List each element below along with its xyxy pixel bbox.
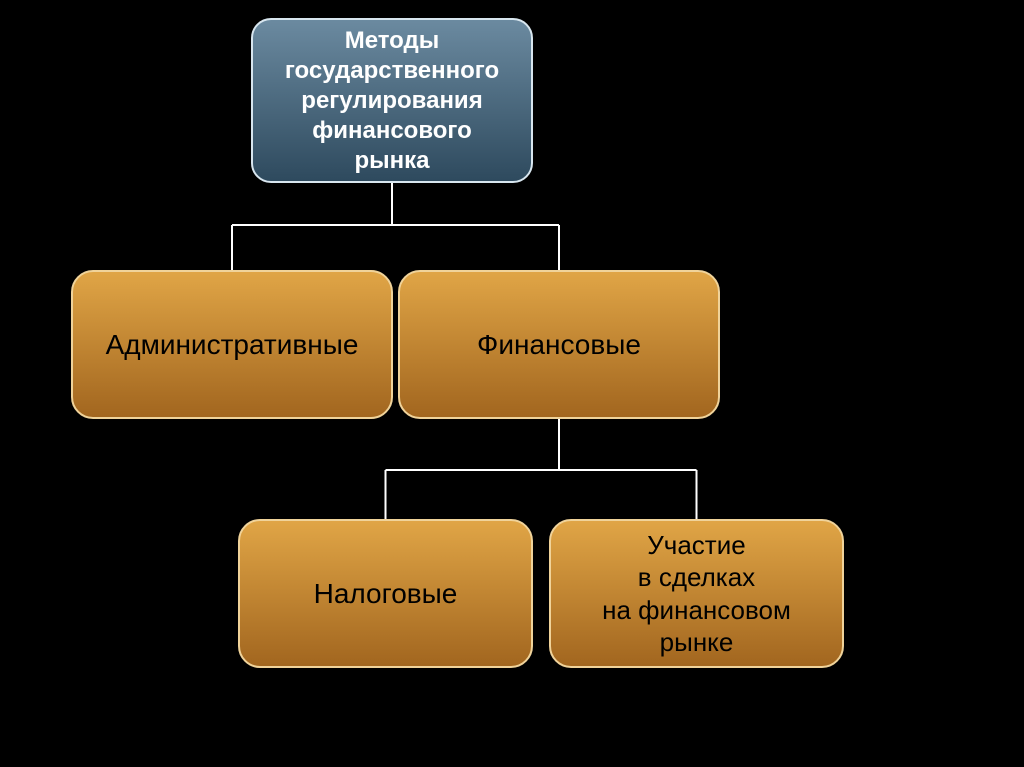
node-root: Методы государственного регулирования фи… (251, 18, 533, 183)
node-fin: Финансовые (398, 270, 720, 419)
node-deals: Участие в сделках на финансовом рынке (549, 519, 844, 668)
node-tax: Налоговые (238, 519, 533, 668)
diagram-canvas: Методы государственного регулирования фи… (0, 0, 1024, 767)
node-admin: Административные (71, 270, 393, 419)
